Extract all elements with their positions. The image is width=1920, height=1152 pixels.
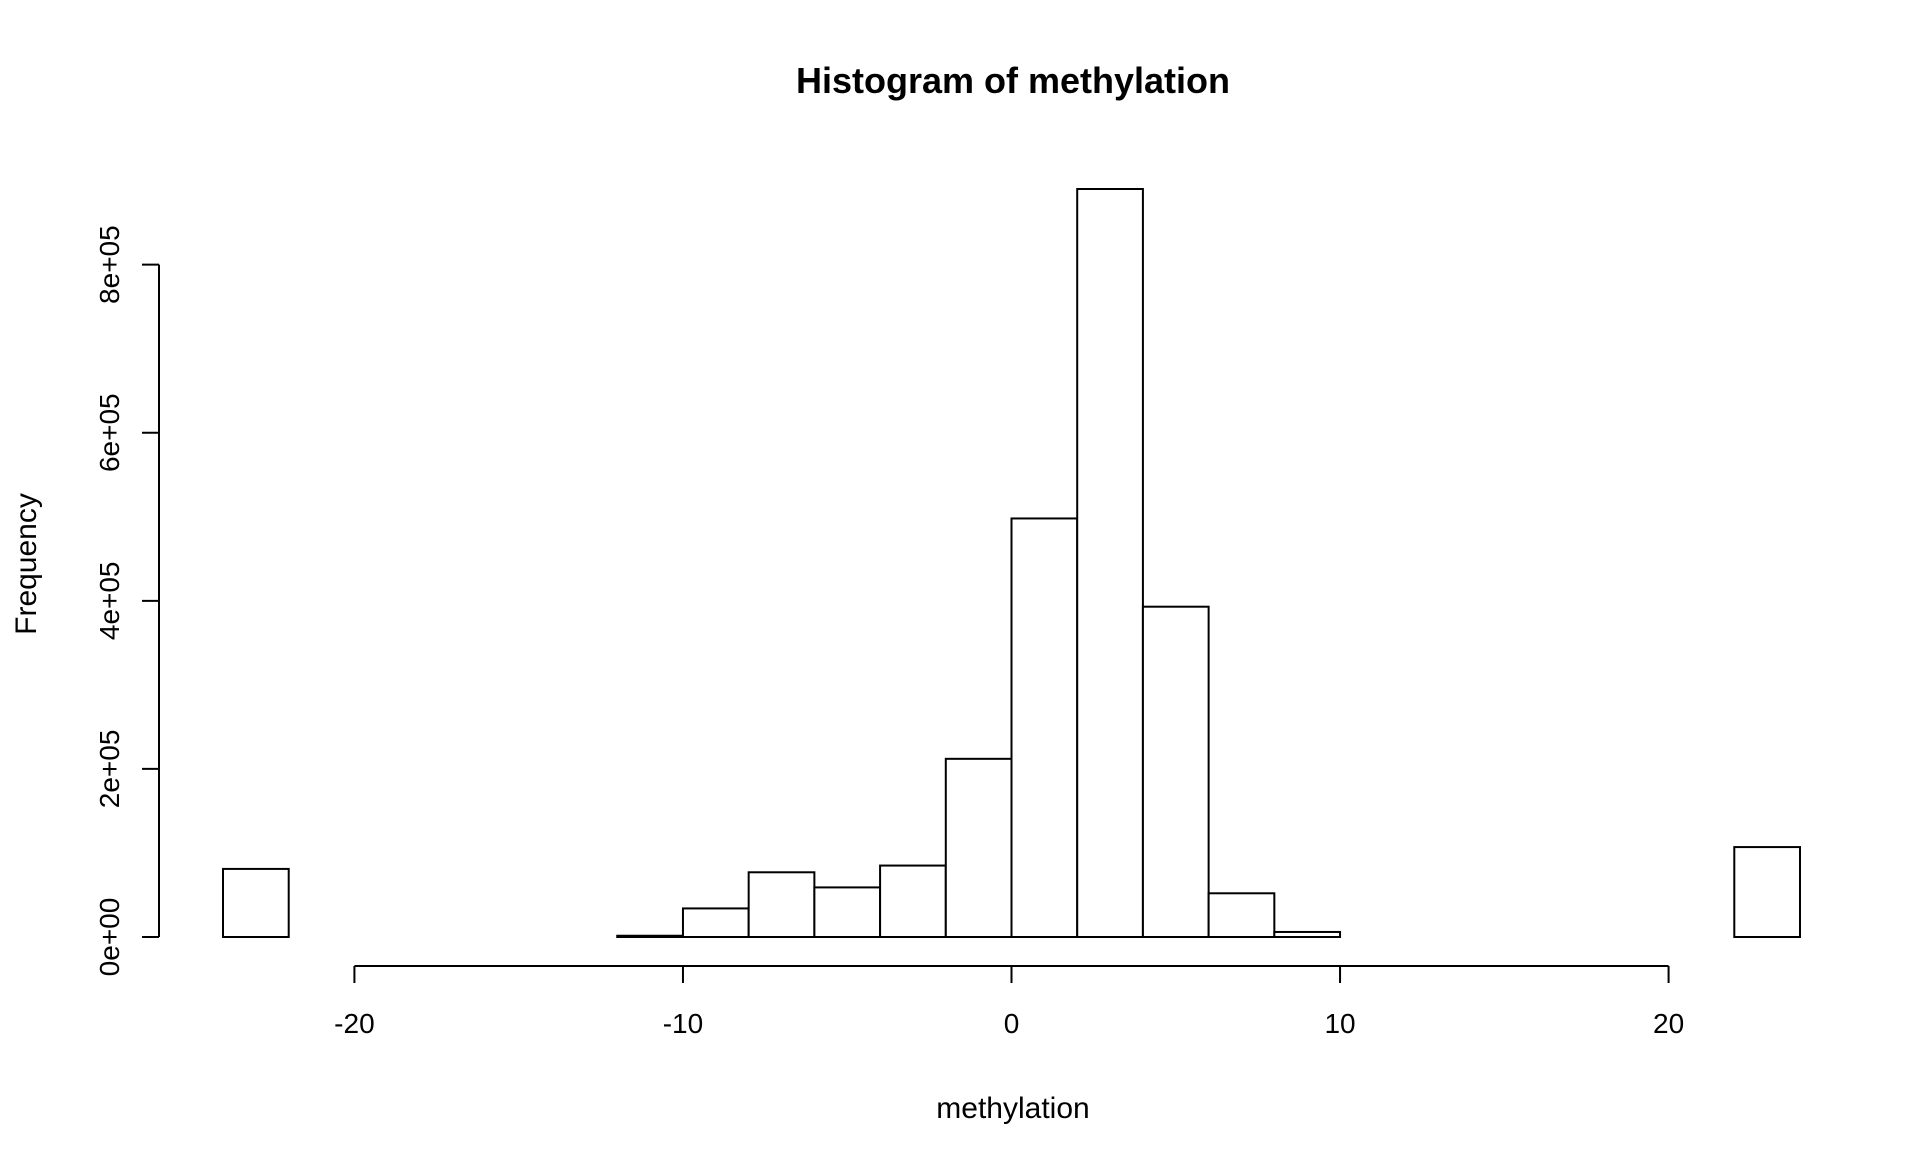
bars-group (222, 188, 1801, 939)
x-tick-label: 0 (1004, 1008, 1020, 1039)
histogram-bar-14 (1141, 605, 1210, 938)
histogram-bar-8 (747, 871, 816, 939)
histogram-bar-16 (1273, 930, 1342, 938)
histogram-bar-11 (944, 757, 1013, 938)
y-tick-label: 6e+05 (94, 393, 125, 472)
y-tick-label: 8e+05 (94, 225, 125, 304)
histogram-bar-12 (1010, 517, 1079, 938)
x-axis: -20 -10 0 10 20 (334, 965, 1684, 1039)
histogram-bar-13 (1076, 188, 1144, 938)
histogram-bar-10 (879, 864, 947, 938)
x-tick-label: -10 (663, 1008, 703, 1039)
x-tick-label: -20 (334, 1008, 374, 1039)
x-axis-title: methylation (936, 1092, 1089, 1125)
x-tick-label: 10 (1324, 1008, 1355, 1039)
histogram-bar-0 (222, 867, 290, 938)
y-tick-label: 0e+00 (94, 898, 125, 977)
histogram-bar-7 (681, 907, 750, 939)
y-axis-title: Frequency (10, 493, 43, 635)
histogram-bar-9 (813, 886, 882, 939)
histogram-bar-23 (1733, 846, 1801, 938)
y-tick-label: 4e+05 (94, 561, 125, 640)
y-axis: 0e+00 2e+05 4e+05 6e+05 8e+05 (94, 225, 160, 977)
chart-title: Histogram of methylation (796, 60, 1230, 101)
histogram-bar-6 (616, 934, 684, 938)
x-tick-label: 20 (1653, 1008, 1684, 1039)
y-tick-label: 2e+05 (94, 730, 125, 809)
histogram-bar-15 (1207, 892, 1276, 938)
